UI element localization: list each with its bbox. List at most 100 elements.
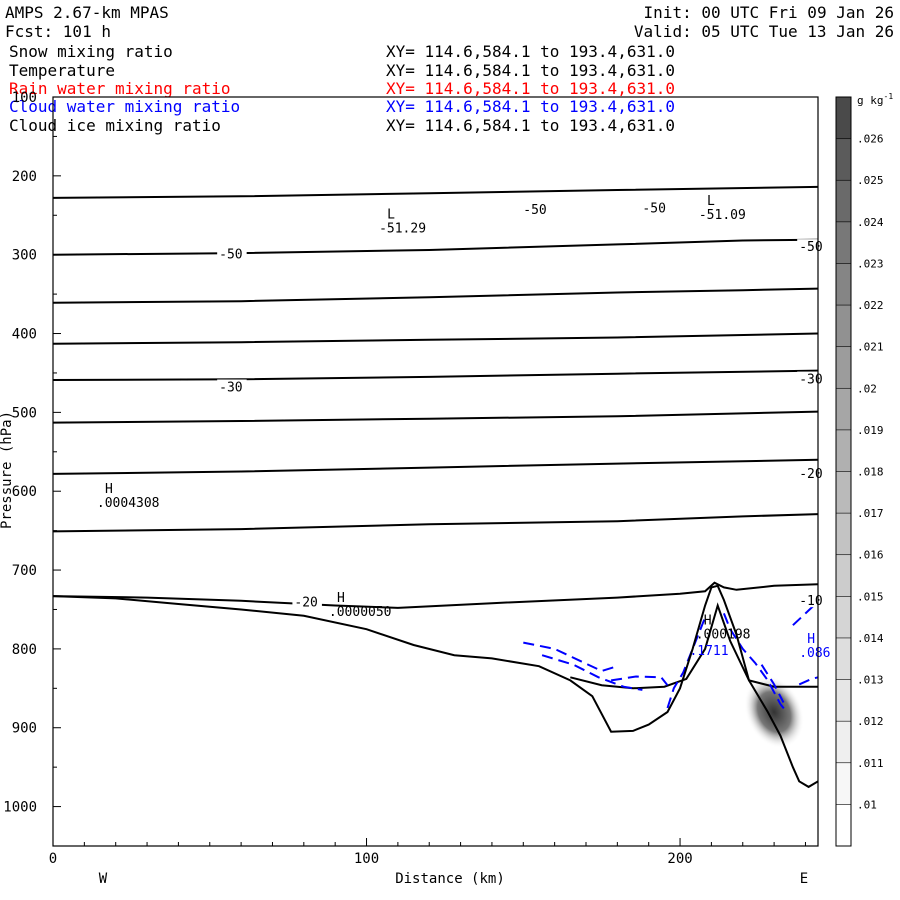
- colorbar-label-1: .011: [857, 757, 884, 770]
- contour-label-bg-7: [797, 466, 827, 481]
- colorbar-box-1: [836, 762, 851, 805]
- colorbar-box-13: [836, 263, 851, 306]
- colorbar-label-16: .026: [857, 133, 884, 146]
- forecast-hour: Fcst: 101 h: [5, 22, 111, 41]
- extremum-symbol-3: H: [337, 591, 345, 606]
- colorbar-box-10: [836, 388, 851, 431]
- isotherm-line-0: [53, 185, 818, 199]
- contour-label-bg-6: [292, 594, 322, 609]
- colorbar-label-4: .014: [857, 632, 884, 645]
- extremum-value-6: .086: [799, 646, 830, 661]
- cloud-water-contour-4: [722, 613, 788, 713]
- isotherm-line-8: [53, 581, 818, 609]
- y-axis-label: Pressure (hPa): [0, 411, 15, 529]
- isotherm-line-6: [53, 458, 818, 475]
- isotherm-line-1: [53, 238, 818, 256]
- x-axis: 0 100 200: [49, 838, 806, 867]
- x-tick-label-200: 200: [667, 851, 692, 867]
- y-tick-label-200: 200: [12, 169, 37, 185]
- extremum-symbol-2: H: [105, 482, 113, 497]
- colorbar-box-8: [836, 471, 851, 514]
- cloud-water-contour-5: [760, 664, 785, 703]
- cloud-water-contours: [523, 600, 818, 713]
- extremum-symbol-0: L: [387, 208, 395, 223]
- y-tick-label-900: 900: [12, 721, 37, 737]
- colorbar-box-15: [836, 180, 851, 223]
- extremum-symbol-4: H: [704, 614, 712, 629]
- colorbar-label-9: .019: [857, 424, 884, 437]
- contour-label-8: -10: [799, 594, 822, 609]
- cloud-ice-shading-area: [744, 675, 805, 749]
- cloud-water-contour-7: [798, 676, 818, 686]
- model-title: AMPS 2.67-km MPAS: [5, 3, 169, 22]
- colorbar-box-7: [836, 513, 851, 556]
- plot-frame: [52, 96, 819, 847]
- extremum-symbol-6: H: [807, 632, 815, 647]
- y-tick-label-100: 100: [12, 90, 37, 106]
- y-tick-label-400: 400: [12, 327, 37, 343]
- colorbar-label-15: .025: [857, 174, 884, 187]
- extremum-value-0: -51.29: [379, 222, 426, 237]
- x-tick-label-100: 100: [354, 851, 379, 867]
- y-tick-label-700: 700: [12, 563, 37, 579]
- contour-label-1: -50: [642, 202, 665, 217]
- colorbar-box-14: [836, 221, 851, 264]
- terrain-line: [53, 584, 818, 789]
- field-4-name: Cloud ice mixing ratio: [9, 116, 221, 135]
- valid-time: Valid: 05 UTC Tue 13 Jan 26: [633, 22, 894, 41]
- extremum-value-3: .0000050: [329, 605, 392, 620]
- field-3-range: XY= 114.6,584.1 to 193.4,631.0: [386, 97, 675, 116]
- colorbar-label-12: .022: [857, 299, 884, 312]
- y-tick-label-300: 300: [12, 248, 37, 264]
- colorbar-box-2: [836, 721, 851, 764]
- field-1-range: XY= 114.6,584.1 to 193.4,631.0: [386, 61, 675, 80]
- y-tick-label-1000: 1000: [3, 800, 37, 816]
- isotherm-line-2: [53, 287, 818, 304]
- colorbar-label-14: .024: [857, 216, 884, 229]
- contour-label-2: -50: [799, 240, 822, 255]
- contour-label-bg-0: [521, 202, 551, 217]
- contour-label-3: -50: [219, 247, 242, 262]
- y-tick-label-600: 600: [12, 484, 37, 500]
- colorbar-box-9: [836, 429, 851, 472]
- colorbar-label-2: .012: [857, 715, 884, 728]
- x-axis-label: Distance (km): [395, 871, 505, 887]
- extremum-value-5: .1711: [689, 644, 728, 659]
- cloud-water-contour-0: [523, 641, 618, 673]
- colorbar-label-8: .018: [857, 466, 884, 479]
- contour-label-5: -30: [799, 373, 822, 388]
- field-4-range: XY= 114.6,584.1 to 193.4,631.0: [386, 116, 675, 135]
- contour-label-bg-2: [797, 239, 827, 254]
- colorbar-label-11: .021: [857, 341, 884, 354]
- terrain-profile: [53, 584, 818, 789]
- field-2-range: XY= 114.6,584.1 to 193.4,631.0: [386, 79, 675, 98]
- isotherm-line-5: [53, 410, 818, 424]
- extremum-value-2: .0004308: [97, 496, 160, 511]
- east-label: E: [800, 871, 808, 887]
- contour-label-bg-1: [640, 200, 670, 215]
- isotherm-line-3: [53, 332, 818, 345]
- cloud-ice-shading: [744, 675, 805, 749]
- colorbar-unit: g kg-1: [857, 92, 893, 107]
- colorbar-box-4: [836, 637, 851, 681]
- contour-label-7: -20: [799, 467, 822, 482]
- isotherm-line-7: [53, 513, 818, 533]
- y-tick-label-800: 800: [12, 642, 37, 658]
- colorbar-box-16: [836, 138, 851, 181]
- colorbar-box-11: [836, 346, 851, 389]
- x-tick-label-0: 0: [49, 851, 57, 867]
- field-3-name: Cloud water mixing ratio: [9, 97, 241, 116]
- extremum-value-4: .000198: [696, 628, 751, 643]
- cloud-water-contour-6: [792, 600, 818, 626]
- colorbar-box-12: [836, 305, 851, 348]
- isotherm-line-4: [53, 369, 818, 381]
- field-0-range: XY= 114.6,584.1 to 193.4,631.0: [386, 42, 675, 61]
- colorbar-label-0: .01: [857, 798, 877, 811]
- contour-label-bg-4: [217, 379, 247, 394]
- colorbar-box-17: [836, 97, 851, 140]
- colorbar-label-6: .016: [857, 549, 884, 562]
- colorbar-label-3: .013: [857, 674, 884, 687]
- colorbar-box-6: [836, 554, 851, 597]
- contour-label-6: -20: [294, 596, 317, 611]
